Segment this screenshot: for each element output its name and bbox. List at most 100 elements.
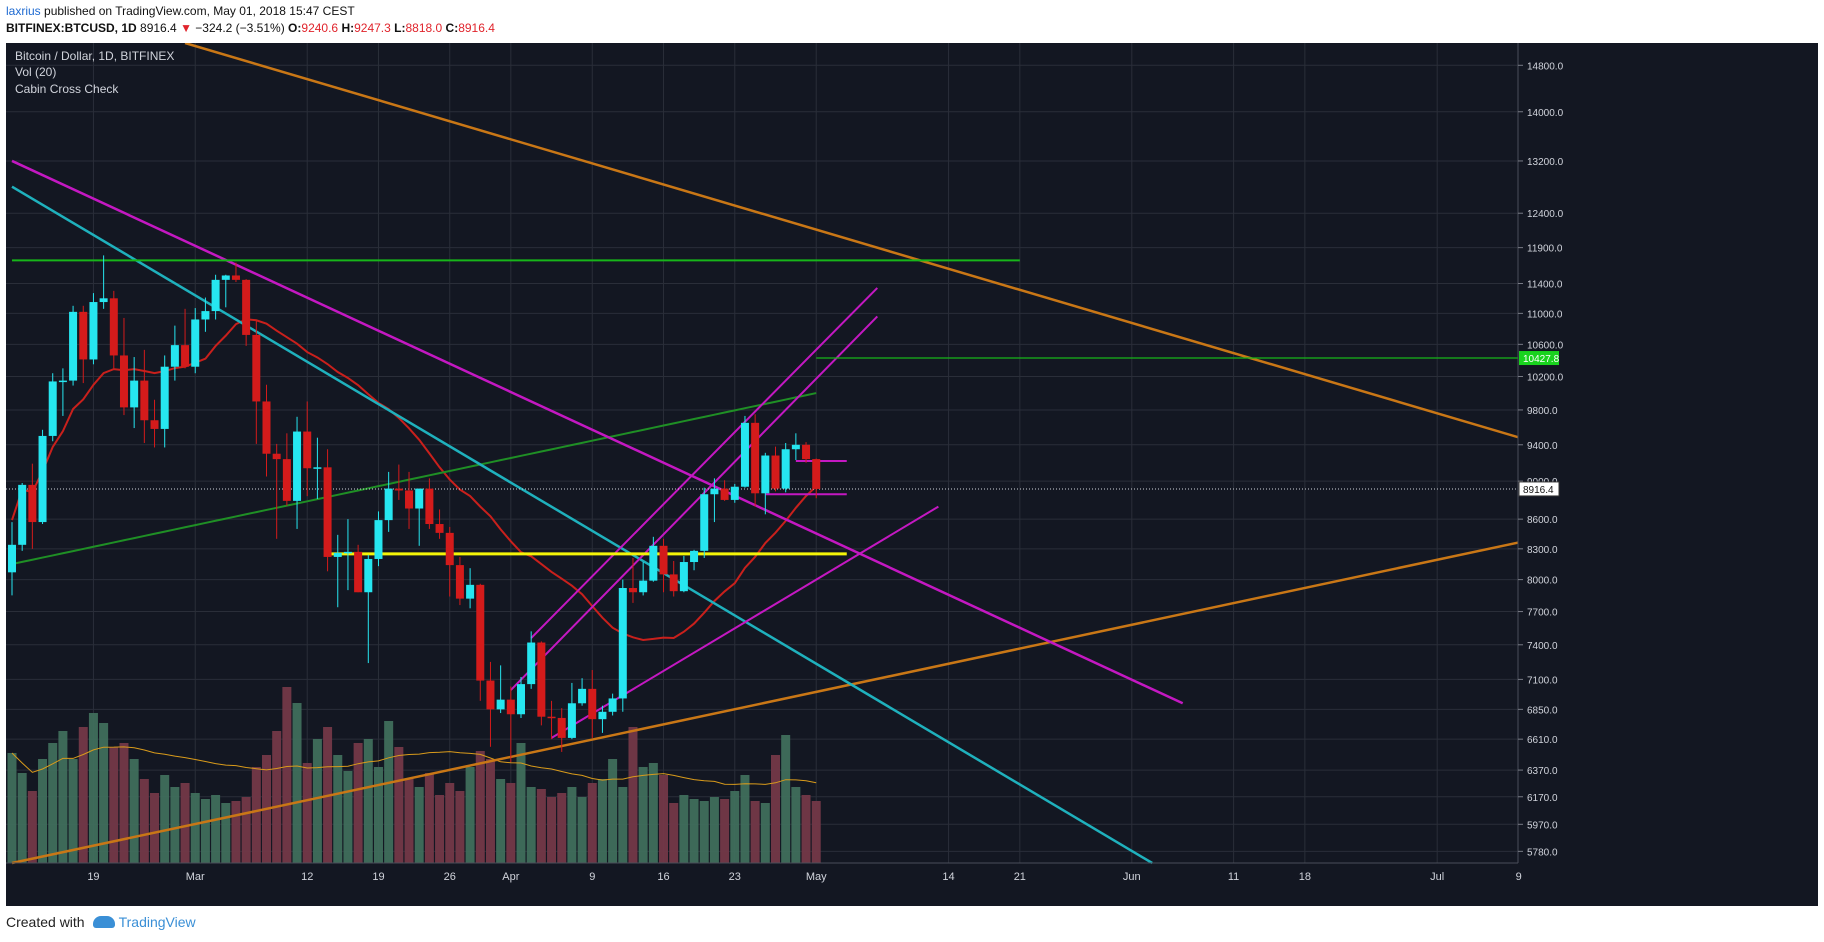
candle-body	[710, 488, 719, 495]
chart-container[interactable]: 14800.0 14000.0 13200.0 12400.0 11900.0 11400…	[6, 41, 1818, 906]
volume-ma-line	[11, 746, 817, 785]
volume-bar	[160, 775, 170, 863]
x-tick-label: 23	[729, 871, 741, 883]
candle-body	[79, 311, 88, 360]
green-ma-line	[11, 392, 817, 566]
volume-bar	[618, 787, 628, 863]
volume-bar	[119, 743, 129, 863]
time-axis[interactable]: 19 Mar 12 19 26 Apr 9 16 23 May 14 21 Jun 11 18 Jul 9	[6, 862, 1522, 883]
price-axis[interactable]: 14800.0 14000.0 13200.0 12400.0 11900.0 11400…	[1517, 43, 1818, 906]
level-price-tag-label: 10427.8	[1523, 354, 1560, 365]
current-price-tag	[1518, 481, 1560, 497]
volume-bar	[58, 731, 68, 863]
x-tick-label: 12	[301, 871, 313, 883]
high-label: H:	[341, 21, 355, 35]
candle-body	[517, 684, 525, 715]
magenta-downtrend-line	[11, 159, 1184, 705]
tradingview-logo[interactable]: TradingView	[92, 914, 196, 930]
volume-bar	[496, 779, 506, 863]
candle-body	[150, 420, 159, 429]
volume-bar	[38, 759, 48, 863]
volume-bar	[241, 797, 251, 863]
candle-body	[181, 345, 190, 367]
volume-bar	[272, 731, 282, 863]
symbol-label[interactable]: BITFINEX:BTCUSD, 1D	[6, 21, 137, 35]
last-price: 8916.4	[140, 21, 177, 35]
x-tick-label: Mar	[186, 871, 205, 883]
candles	[8, 255, 821, 763]
y-tick-label: 11900.0	[1527, 244, 1563, 255]
publish-info: laxrius published on TradingView.com, Ma…	[6, 4, 355, 18]
volume-bar	[312, 739, 322, 863]
candle-body	[700, 494, 709, 551]
candle-body	[201, 311, 210, 320]
candle-body	[99, 298, 108, 303]
x-tick-label: 26	[444, 871, 456, 883]
price-change: −324.2 (−3.51%)	[195, 21, 285, 35]
legend-volume: Vol (20)	[15, 65, 56, 79]
volume-bar	[394, 747, 404, 863]
candle-body	[466, 584, 475, 599]
volume-bar	[516, 743, 526, 863]
candle-body	[28, 484, 37, 523]
candle-body	[170, 345, 179, 367]
candle-body	[293, 431, 302, 501]
volume-bar	[648, 763, 658, 863]
volume-bar	[190, 793, 200, 863]
volume-bar	[536, 789, 546, 863]
volume-bar	[384, 721, 394, 863]
volume-bar	[251, 767, 261, 863]
candle-body	[89, 302, 98, 360]
candle-body	[58, 380, 67, 383]
candle-body	[160, 366, 169, 429]
volume-bar	[760, 803, 770, 863]
candle-body	[506, 699, 515, 715]
y-tick-label: 8000.0	[1527, 576, 1558, 587]
volume-bar	[88, 713, 98, 863]
candle-body	[119, 355, 128, 408]
volume-bar	[445, 783, 455, 863]
candle-body	[537, 642, 546, 717]
volume-bar	[333, 755, 343, 863]
volume-bar	[547, 797, 557, 863]
volume-bar	[17, 773, 27, 863]
volume-bar	[424, 773, 434, 863]
volume-bar	[129, 759, 139, 863]
volume-bar	[139, 779, 149, 863]
y-tick-label: 11000.0	[1527, 309, 1563, 320]
price-chart[interactable]: 14800.0 14000.0 13200.0 12400.0 11900.0 11400…	[6, 41, 1818, 906]
candle-body	[323, 467, 332, 557]
y-tick-label: 12400.0	[1527, 209, 1564, 220]
candle-body	[649, 545, 658, 581]
volume-bar	[791, 787, 801, 863]
y-tick-label: 7100.0	[1527, 675, 1558, 686]
candle-body	[771, 455, 780, 489]
y-tick-label: 9400.0	[1527, 441, 1558, 452]
candle-body	[69, 311, 78, 381]
volume-bar	[231, 801, 241, 863]
y-tick-label: 7700.0	[1527, 608, 1558, 619]
author-link[interactable]: laxrius	[6, 4, 41, 18]
y-tick-label: 14000.0	[1527, 108, 1564, 119]
candle-body	[8, 544, 16, 573]
candle-body	[303, 431, 312, 469]
volume-bar	[48, 743, 58, 863]
x-tick-label: May	[806, 871, 827, 883]
volume-bar	[587, 783, 597, 863]
candle-body	[435, 524, 444, 533]
candle-body	[18, 484, 27, 545]
legend-indicator: Cabin Cross Check	[15, 82, 119, 96]
volume-bar	[597, 779, 607, 863]
symbol-quote-line: BITFINEX:BTCUSD, 1D 8916.4 ▼ −324.2 (−3.…	[6, 21, 495, 35]
candle-body	[262, 401, 271, 454]
candle-body	[547, 716, 556, 719]
candle-body	[354, 551, 363, 593]
x-tick-label: Jun	[1123, 871, 1141, 883]
volume-bar	[302, 763, 312, 863]
high-value: 9247.3	[354, 21, 391, 35]
magenta-channel-mid	[510, 315, 879, 691]
volume-bar	[689, 799, 699, 863]
candle-body	[405, 490, 414, 509]
volume-bar	[465, 767, 475, 863]
x-tick-label: 9	[589, 871, 595, 883]
